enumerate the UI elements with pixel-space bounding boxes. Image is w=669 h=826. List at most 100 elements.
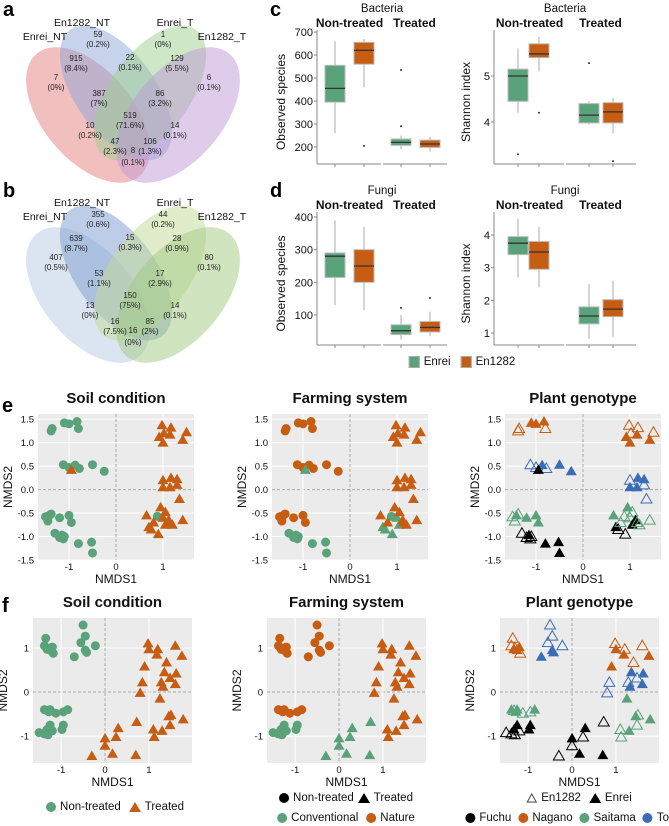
- data-point-nt-fuchu: [291, 725, 301, 735]
- data-point-t-tochigi: [640, 492, 653, 504]
- data-point-t-fuchu: [145, 523, 157, 534]
- data-point-t-fuchu: [552, 749, 566, 761]
- data-point-t-saitama: [381, 724, 393, 734]
- data-point-t-fuchu: [597, 749, 609, 760]
- data-point-t-saitama: [154, 693, 166, 703]
- x-tick-label: -1: [524, 765, 532, 776]
- data-point-t-tochigi: [405, 479, 417, 489]
- data-point-nt-fuchu: [57, 725, 67, 735]
- data-point-t-tochigi: [603, 675, 616, 687]
- data-point-t-nagano: [152, 643, 164, 654]
- data-point-nt-saitama: [66, 517, 76, 527]
- data-point-t-fuchu: [576, 730, 590, 742]
- data-point-nt-fuchu: [73, 539, 83, 549]
- data-point-t-saitama: [623, 725, 635, 735]
- y-tick-label: 2: [484, 295, 490, 307]
- data-point-nt-saitama: [298, 510, 308, 520]
- venn-region-percent: (0.9%): [165, 244, 189, 253]
- data-point-t-nagano: [391, 437, 403, 447]
- venn-region-percent: (0.2%): [78, 131, 102, 140]
- data-point-t-tochigi: [624, 481, 636, 492]
- data-point-t-fuchu: [346, 722, 358, 733]
- data-point-nt-nagano: [73, 424, 83, 434]
- circle-icon: [465, 813, 476, 823]
- venn-set-en1282_t: [116, 47, 240, 183]
- legend-label-saitama: Saitama: [593, 812, 636, 824]
- legend-swatch-enrei: [408, 356, 420, 368]
- data-point-t-saitama: [623, 511, 637, 523]
- y-tick-label: 300: [295, 245, 313, 257]
- facet-label: Non-treated: [496, 198, 563, 212]
- venn-region-percent: (0.1%): [121, 158, 145, 167]
- venn-region-count: 6: [207, 73, 212, 82]
- data-point-nt-saitama: [289, 513, 299, 523]
- nmds-plot-e-1: [38, 414, 194, 561]
- y-tick-label: 0: [491, 688, 496, 699]
- data-point-t-nagano: [164, 429, 176, 439]
- data-point-t-saitama: [643, 513, 657, 525]
- venn-region-percent: (7.5%): [103, 327, 127, 336]
- x-tick-label: -1: [532, 562, 540, 573]
- data-point-nt-nagano: [47, 424, 57, 434]
- y-tick-label: 400: [295, 96, 313, 108]
- venn-set-label: En1282_NT: [54, 17, 111, 29]
- data-point-t-fuchu: [341, 748, 352, 758]
- data-point-t-nagano: [157, 437, 169, 447]
- plot-title: Fungi: [551, 185, 580, 197]
- data-point-nt-fuchu: [88, 548, 98, 558]
- data-point-t-saitama: [166, 519, 178, 529]
- venn-region-percent: (5.5%): [165, 64, 189, 73]
- legend-label-enrei: Enrei: [423, 356, 451, 368]
- data-point-t-saitama: [630, 515, 644, 527]
- data-point-t-tochigi: [404, 668, 416, 678]
- plot-title: Fungi: [368, 185, 397, 197]
- data-point-t-saitama: [399, 709, 411, 719]
- data-point-t-tochigi: [136, 676, 148, 687]
- data-point-t-nagano: [395, 657, 407, 667]
- data-point-nt-tochigi: [541, 636, 555, 648]
- data-point-nt-fuchu: [508, 728, 522, 740]
- panel-letter-d: d: [270, 180, 282, 202]
- venn-region-percent: (0.5%): [44, 263, 68, 272]
- legend-label-nature: Nature: [380, 812, 415, 824]
- data-point-t-tochigi: [391, 681, 403, 691]
- data-point-t-nagano: [643, 650, 655, 660]
- y-tick-label: 400: [295, 212, 313, 224]
- data-point-nt-nagano: [72, 417, 82, 427]
- venn-region-percent: (0.3%): [118, 243, 142, 252]
- data-point-t-tochigi: [169, 678, 181, 689]
- y-tick-label: 200: [295, 277, 313, 289]
- circle-icon: [518, 813, 529, 823]
- venn-region-count: 44: [159, 210, 168, 219]
- data-point-t-saitama: [164, 719, 176, 730]
- venn-set-label: En1282_T: [198, 211, 247, 223]
- panel-letter-c: c: [270, 0, 281, 21]
- legend-farming-color: Conventional Nature: [277, 812, 415, 824]
- box-enrei-non-treated: [324, 252, 346, 278]
- venn-region-count: 22: [126, 53, 135, 62]
- data-point-t-tochigi: [392, 666, 404, 677]
- venn-region-count: 10: [86, 121, 95, 130]
- data-point-t-saitama: [389, 501, 401, 512]
- plot-title: Soil condition: [63, 594, 162, 611]
- data-point-t-saitama: [382, 731, 394, 741]
- y-tick-label: 3: [484, 263, 490, 275]
- y-tick-label: 100: [295, 310, 313, 322]
- data-point-t-tochigi: [370, 676, 382, 687]
- data-point-nt-saitama: [516, 706, 530, 718]
- box-outlier: [517, 153, 519, 156]
- venn-region-percent: (8.7%): [64, 244, 88, 253]
- data-point-nt-nagano: [276, 644, 286, 654]
- venn-set-label: Enrei_NT: [23, 31, 68, 43]
- data-point-nt-tochigi: [99, 466, 109, 476]
- nmds-plot-e-2: [272, 414, 428, 561]
- venn-region-count: 14: [171, 301, 180, 310]
- data-point-t-saitama: [633, 518, 646, 530]
- y-tick-label: -0.5: [252, 509, 268, 520]
- data-point-nt-fuchu: [43, 730, 53, 740]
- x-tick-label: -1: [291, 765, 299, 776]
- box-outlier: [363, 144, 365, 147]
- y-axis-label: NMDS2: [463, 669, 477, 711]
- data-point-nt-tochigi: [554, 459, 566, 469]
- legend-label-conventional: Conventional: [291, 812, 359, 824]
